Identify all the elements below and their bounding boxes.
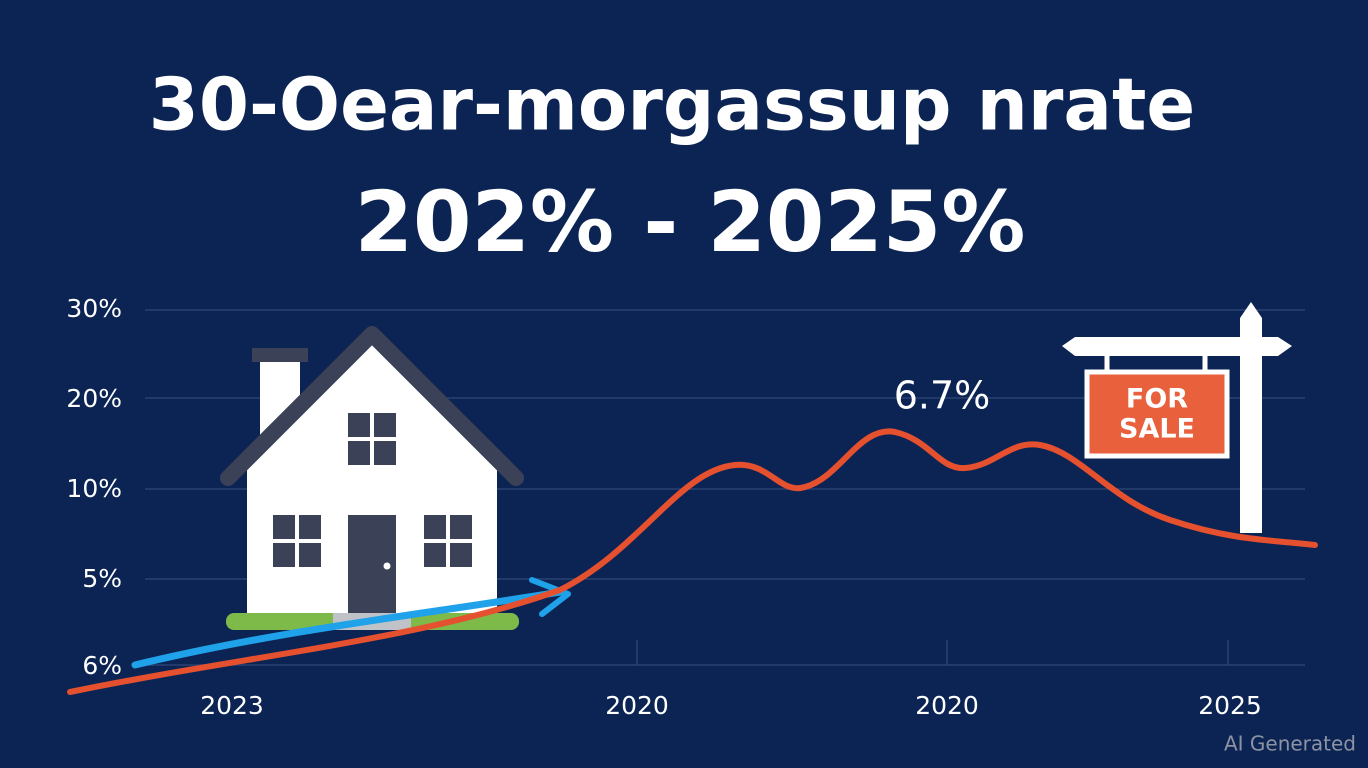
y-axis-label: 20% [66,384,122,413]
blue-arrow-head [529,577,571,617]
y-axis-label: 6% [82,651,122,680]
door-knob [383,562,391,570]
x-axis-label: 2020 [915,691,979,720]
sign-post [1240,318,1262,533]
y-axis-label: 30% [66,294,122,323]
sign-arm [1062,337,1292,356]
x-axis-label: 2023 [200,691,264,720]
callout-label: 6.7% [894,374,991,418]
sign-board [1084,369,1230,459]
blue-arrow-line [131,588,564,669]
roof [220,326,524,486]
for-sale-sign: FOR SALE [1062,302,1292,533]
x-axis-label: 2020 [605,691,669,720]
chimney-cap [252,348,308,362]
window-frames [273,413,472,567]
title-line-2: 202% - 2025% [355,173,1026,271]
post-top [1240,302,1262,318]
x-axis-label: 2025 [1198,691,1262,720]
y-axis-label: 10% [66,474,122,503]
sign-text: SALE [1119,414,1195,445]
watermark: AI Generated [1224,732,1356,756]
y-axis-label: 5% [82,564,122,593]
title-line-1: 30-Oear-morgassup nrate [149,63,1195,147]
trend-line [67,428,1318,695]
sign-text: FOR [1126,384,1188,415]
